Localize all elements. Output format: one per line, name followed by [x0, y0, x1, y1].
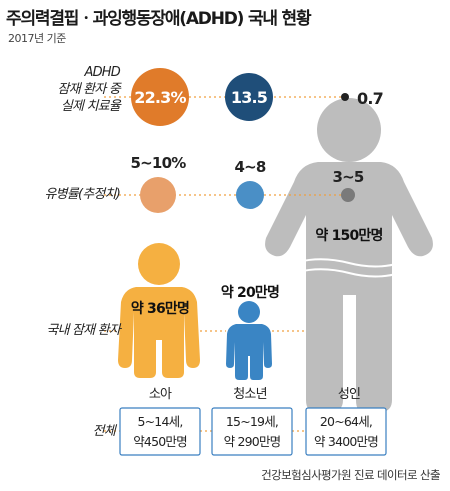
teen-head	[238, 301, 260, 323]
adult-figure	[265, 98, 433, 412]
adult-body	[265, 162, 433, 412]
total-box	[119, 407, 201, 456]
prevalence-circle-adult	[341, 188, 355, 202]
latent-label-adult: 약 150만명	[315, 227, 382, 244]
teen-figure	[226, 301, 272, 380]
total-population-label: 약450만명	[133, 434, 187, 449]
group-label-adult: 성인	[338, 387, 360, 402]
total-population-label: 약 3400만명	[314, 434, 378, 449]
source-note: 건강보험심사평가원 진료 데이터로 산출	[261, 468, 440, 482]
teen-body	[226, 324, 272, 380]
child-figure	[118, 243, 200, 378]
prevalence-label-teen: 4~8	[234, 158, 265, 176]
total-box	[211, 407, 293, 456]
group-label-child: 소아	[149, 387, 172, 402]
group-label-teen: 청소년	[233, 387, 266, 402]
total-population-label: 약 290만명	[224, 434, 281, 449]
adult-break-line	[297, 268, 401, 278]
page-title: 주의력결핍ㆍ과잉행동장애(ADHD) 국내 현황	[6, 9, 312, 29]
total-range-label: 20~64세,	[320, 414, 372, 429]
adult-break-line	[297, 258, 401, 268]
prevalence-circle-child	[140, 177, 176, 213]
row-label-latent: 국내 잠재 환자	[46, 323, 120, 338]
treatment-label-adult: 0.7	[357, 89, 383, 108]
row-label-treatment-line1: ADHD	[84, 65, 121, 80]
page-subtitle: 2017년 기준	[8, 32, 66, 45]
row-label-treatment: ADHD 잠재 환자 중 실제 치료율	[30, 64, 121, 115]
latent-label-teen: 약 20만명	[221, 284, 279, 301]
treatment-circle-teen	[225, 73, 273, 121]
total-range-label: 5~14세,	[137, 414, 182, 429]
prevalence-label-child: 5~10%	[131, 154, 187, 172]
treatment-label-child: 22.3%	[134, 88, 186, 107]
total-range-label: 15~19세,	[226, 414, 278, 429]
row-label-prevalence: 유병률(추정치)	[44, 187, 120, 202]
row-label-treatment-line3: 실제 치료율	[60, 99, 121, 114]
treatment-label-teen: 13.5	[231, 88, 268, 107]
child-head	[138, 243, 180, 285]
treatment-circle-child	[131, 68, 189, 126]
prevalence-label-adult: 3~5	[332, 168, 363, 186]
latent-label-child: 약 36만명	[131, 300, 189, 317]
adult-head	[317, 98, 381, 162]
child-body	[118, 287, 200, 378]
prevalence-circle-teen	[236, 181, 264, 209]
row-label-treatment-line2: 잠재 환자 중	[57, 82, 121, 97]
total-box	[305, 407, 387, 456]
treatment-dot-adult	[341, 93, 349, 101]
row-label-total: 전체	[92, 424, 116, 439]
